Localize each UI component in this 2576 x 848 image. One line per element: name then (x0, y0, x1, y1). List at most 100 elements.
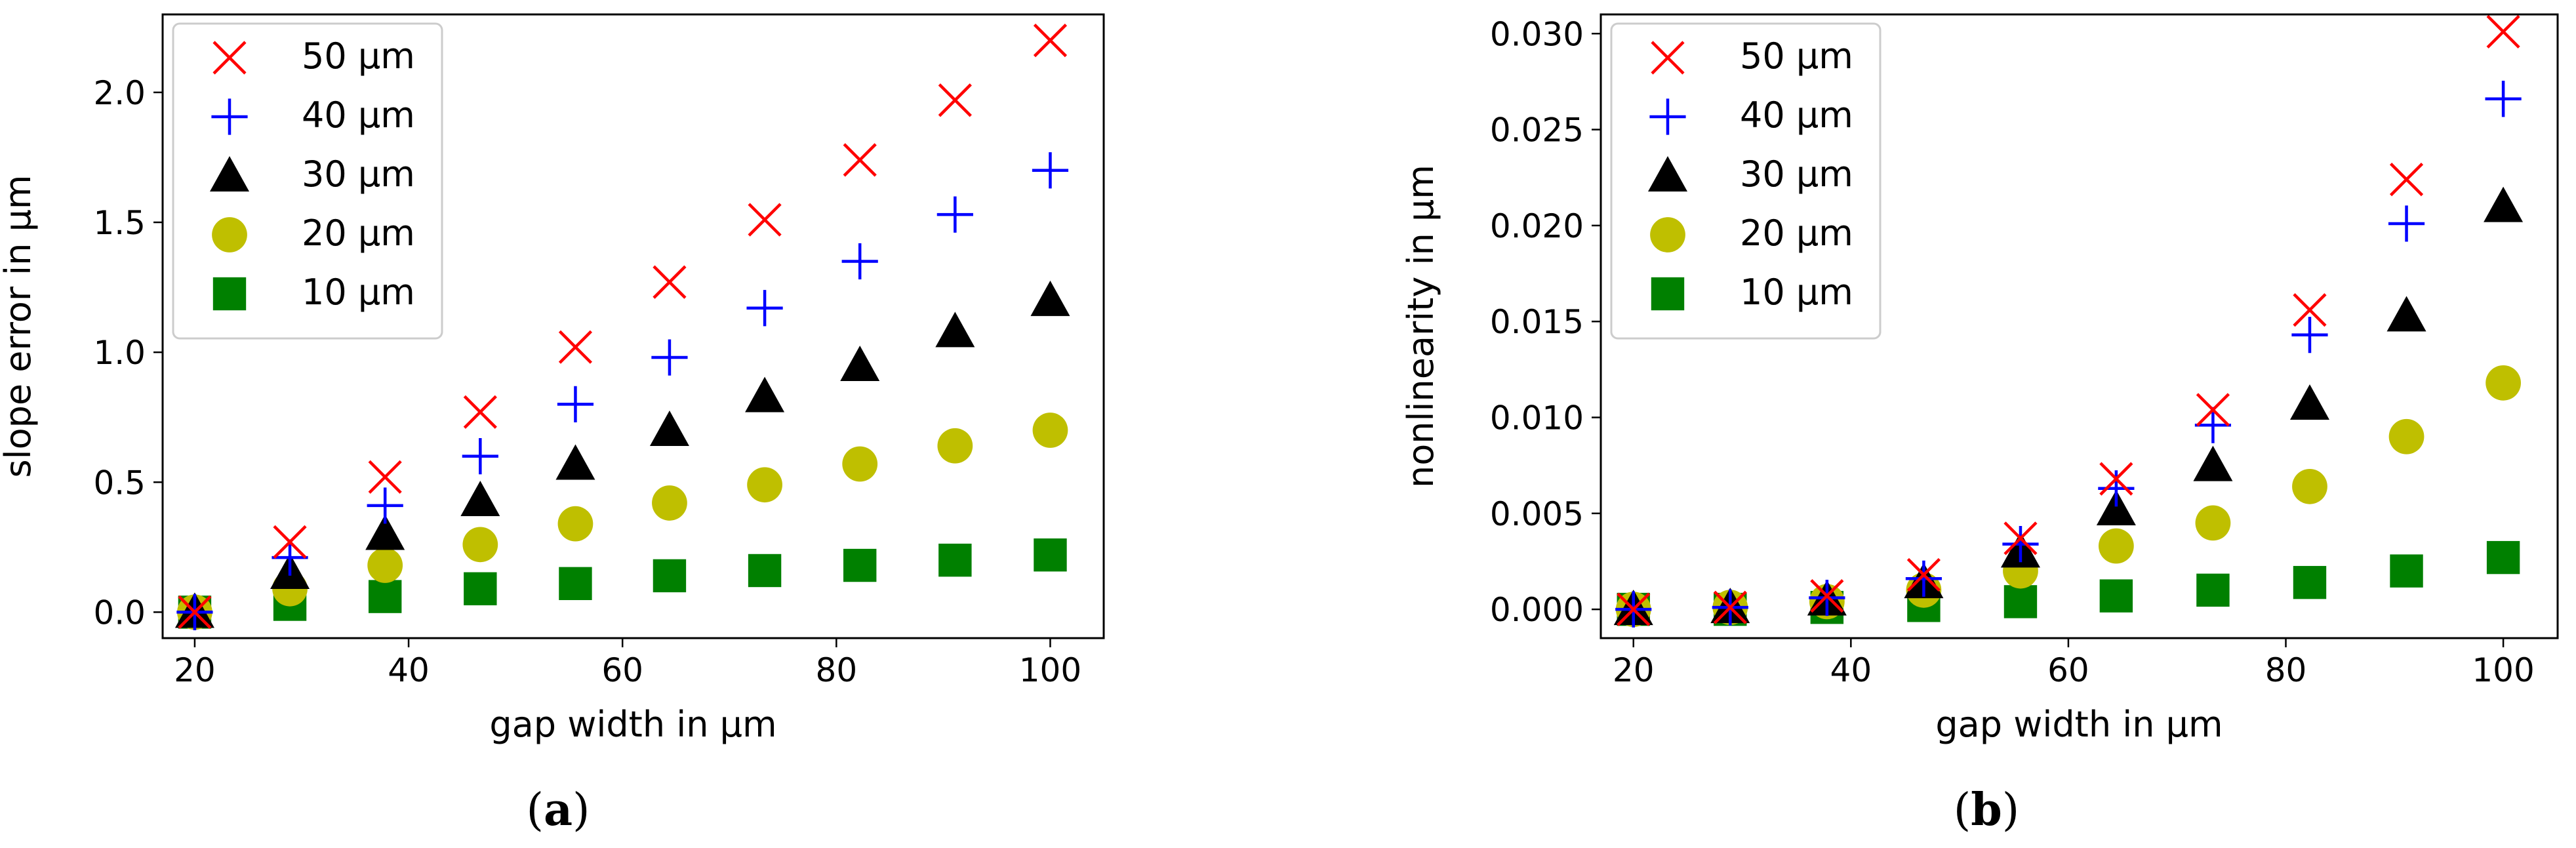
caption-paren-close: ) (573, 784, 590, 836)
series-50-µm (178, 24, 1068, 629)
x-tick-label: 60 (2047, 651, 2089, 689)
data-point (2293, 293, 2327, 327)
legend-marker (1648, 156, 1687, 192)
legend-label: 30 µm (1740, 153, 1853, 195)
series-20-µm (177, 413, 1068, 630)
data-point (748, 554, 782, 588)
legend-label: 20 µm (302, 212, 415, 254)
y-axis-title: nonlinearity in µm (1400, 165, 1441, 488)
caption-letter: b (1971, 784, 2002, 836)
legend-marker (1649, 98, 1686, 135)
data-point (367, 548, 403, 583)
x-axis-title: gap width in µm (1935, 704, 2223, 745)
data-point (937, 428, 973, 464)
data-point (273, 525, 307, 559)
plot-frame (1600, 13, 2559, 639)
data-point (843, 143, 877, 177)
data-point (2099, 462, 2133, 496)
data-point (2388, 205, 2425, 242)
x-tick-label: 80 (816, 651, 858, 689)
series-20-µm (1615, 365, 2521, 627)
data-point (841, 243, 878, 280)
data-point (843, 548, 877, 582)
y-tick-label: 0.005 (1490, 495, 1584, 533)
x-tick-label: 20 (1613, 651, 1655, 689)
y-tick-label: 1.0 (93, 334, 146, 372)
data-point (2389, 163, 2424, 197)
data-point (462, 527, 498, 563)
x-tick-label: 40 (1830, 651, 1872, 689)
data-point (1617, 592, 1651, 626)
caption-paren-close: ) (2002, 784, 2020, 836)
data-point (1905, 560, 1942, 597)
data-point (2099, 579, 2133, 613)
data-point (464, 572, 497, 605)
y-tick-label: 0.020 (1490, 207, 1584, 245)
data-point (2195, 505, 2231, 541)
legend-marker (1651, 41, 1685, 75)
x-axis-title: gap width in µm (489, 704, 776, 745)
data-point (2291, 317, 2328, 353)
data-point (2484, 186, 2524, 222)
caption-letter: a (544, 784, 573, 836)
y-tick-label: 0.5 (93, 464, 146, 502)
legend-marker (210, 156, 249, 192)
data-point (1713, 590, 1747, 624)
legend-label: 30 µm (302, 153, 415, 195)
data-point (178, 595, 212, 629)
data-point (463, 395, 497, 429)
data-point (2292, 468, 2327, 504)
data-point (2386, 296, 2426, 332)
data-point (460, 480, 500, 516)
y-tick-label: 0.010 (1490, 399, 1584, 437)
data-point (649, 411, 689, 446)
data-point (557, 386, 594, 422)
data-point (2002, 526, 2039, 563)
data-point (746, 290, 783, 327)
x-tick-label: 40 (388, 651, 430, 689)
y-tick-label: 0.030 (1490, 15, 1584, 53)
legend-marker (212, 217, 247, 252)
data-point (936, 196, 973, 233)
legend-label: 50 µm (302, 35, 415, 77)
data-point (2196, 393, 2230, 427)
data-point (840, 345, 880, 381)
data-point (2098, 528, 2134, 564)
data-point (2388, 418, 2425, 454)
data-point (938, 83, 972, 117)
data-point (653, 559, 687, 593)
data-point (368, 580, 402, 613)
data-point (2289, 384, 2329, 420)
x-tick-label: 100 (1019, 651, 1081, 689)
data-point (652, 485, 687, 521)
legend-label: 40 µm (302, 94, 415, 136)
data-point (938, 543, 972, 577)
data-point (2196, 573, 2230, 607)
data-point (2096, 489, 2136, 525)
x-tick-label: 60 (601, 651, 643, 689)
data-point (462, 438, 498, 475)
data-point (555, 444, 595, 480)
data-point (2486, 14, 2520, 49)
data-point (2098, 470, 2135, 507)
y-axis-title: slope error in µm (0, 174, 39, 477)
data-point (1906, 557, 1941, 592)
data-point (559, 567, 592, 600)
series-50-µm (1617, 14, 2520, 626)
x-tick-label: 20 (174, 651, 216, 689)
data-point (935, 312, 975, 348)
y-tick-label: 0.015 (1490, 303, 1584, 341)
panel-caption: (b) (1954, 784, 2020, 836)
legend-marker (211, 98, 248, 135)
data-point (1032, 152, 1069, 189)
data-point (842, 446, 878, 482)
series-10-µm (1617, 540, 2520, 626)
legend-marker (212, 41, 247, 75)
legend-label: 10 µm (302, 272, 415, 313)
legend-box (1610, 22, 1882, 340)
data-point (2486, 540, 2520, 575)
data-point (745, 376, 785, 413)
legend-label: 20 µm (1740, 212, 1853, 254)
x-tick-label: 80 (2265, 651, 2307, 689)
